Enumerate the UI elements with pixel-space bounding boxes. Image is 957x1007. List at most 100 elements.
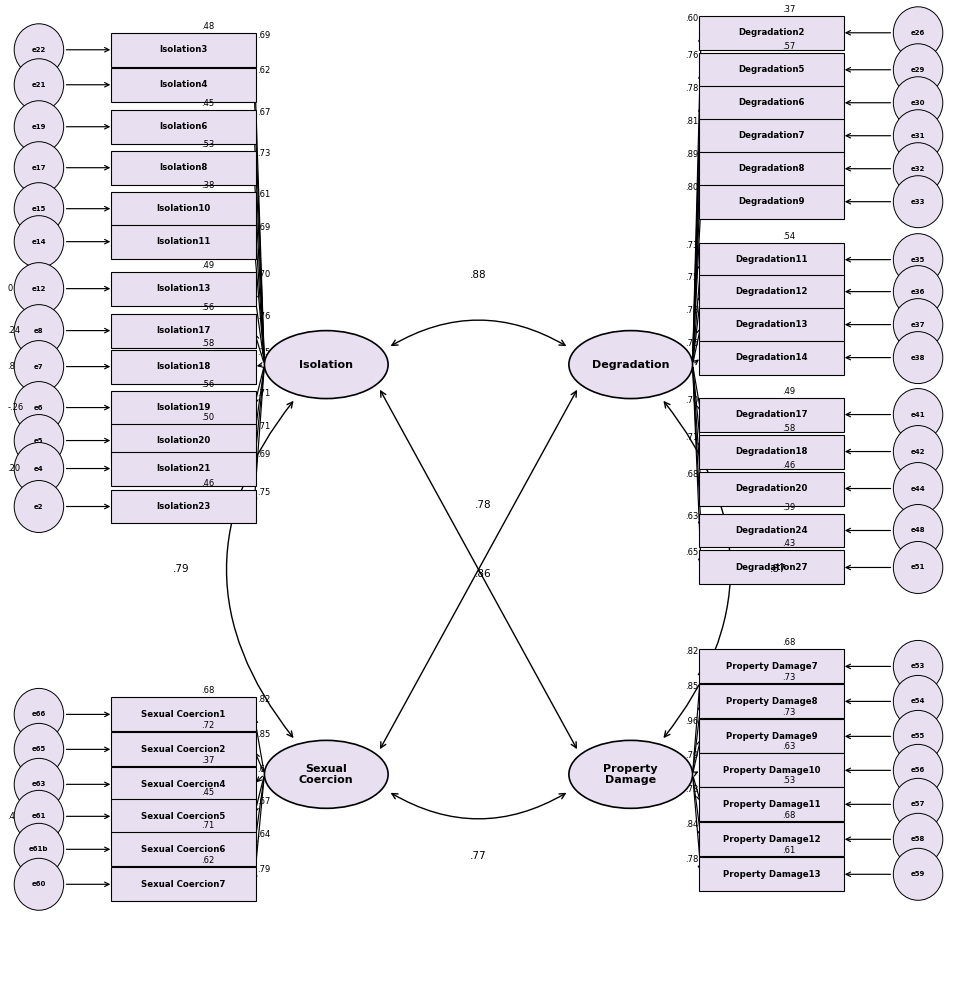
Text: -.26: -.26	[8, 403, 24, 412]
Ellipse shape	[893, 299, 943, 350]
Text: .56: .56	[201, 303, 214, 311]
Ellipse shape	[893, 676, 943, 727]
Text: .62: .62	[201, 856, 214, 865]
Text: Degradation27: Degradation27	[735, 563, 808, 572]
Text: e2: e2	[34, 504, 44, 510]
Text: .86: .86	[475, 570, 492, 579]
FancyBboxPatch shape	[111, 272, 256, 306]
Ellipse shape	[14, 858, 64, 910]
Ellipse shape	[893, 110, 943, 162]
Text: e65: e65	[32, 746, 46, 752]
Text: .80: .80	[685, 182, 699, 191]
Ellipse shape	[14, 382, 64, 434]
Text: .60: .60	[685, 14, 699, 23]
FancyBboxPatch shape	[111, 225, 256, 259]
Text: e7: e7	[34, 364, 44, 370]
FancyBboxPatch shape	[700, 184, 844, 219]
Ellipse shape	[568, 330, 693, 399]
Text: .85: .85	[685, 683, 699, 692]
Text: Property Damage13: Property Damage13	[723, 870, 820, 879]
Ellipse shape	[264, 330, 389, 399]
Ellipse shape	[893, 710, 943, 762]
Text: e60: e60	[32, 881, 46, 887]
Ellipse shape	[14, 58, 64, 111]
Text: .46: .46	[782, 460, 795, 469]
Text: Isolation6: Isolation6	[160, 122, 208, 131]
Text: .43: .43	[782, 540, 795, 549]
Text: .62: .62	[256, 65, 270, 75]
Text: e29: e29	[911, 66, 925, 73]
FancyBboxPatch shape	[111, 391, 256, 425]
Text: Degradation6: Degradation6	[738, 99, 805, 107]
Text: e12: e12	[32, 286, 46, 292]
Text: .68: .68	[685, 469, 699, 478]
FancyBboxPatch shape	[700, 753, 844, 787]
Text: .84: .84	[685, 821, 699, 830]
Text: .68: .68	[782, 638, 795, 648]
Text: Degradation13: Degradation13	[735, 320, 808, 329]
FancyBboxPatch shape	[700, 471, 844, 506]
Text: .75: .75	[256, 347, 270, 356]
Text: 0: 0	[8, 284, 12, 293]
Text: e5: e5	[34, 438, 44, 443]
Text: e32: e32	[911, 166, 925, 172]
Text: .4: .4	[8, 812, 15, 821]
Text: e54: e54	[911, 699, 925, 705]
Text: Isolation3: Isolation3	[160, 45, 208, 54]
FancyBboxPatch shape	[700, 16, 844, 49]
Text: e55: e55	[911, 733, 925, 739]
Text: Degradation14: Degradation14	[735, 353, 808, 363]
Text: Isolation8: Isolation8	[160, 163, 208, 172]
Text: Property Damage12: Property Damage12	[723, 835, 820, 844]
Text: .69: .69	[256, 223, 270, 232]
Text: .56: .56	[201, 380, 214, 389]
Text: Property Damage11: Property Damage11	[723, 800, 820, 809]
Text: e4: e4	[34, 465, 44, 471]
Ellipse shape	[893, 77, 943, 129]
FancyBboxPatch shape	[111, 800, 256, 834]
Text: e35: e35	[911, 257, 925, 263]
Text: .82: .82	[256, 696, 270, 704]
FancyBboxPatch shape	[700, 551, 844, 584]
Text: .45: .45	[201, 99, 214, 108]
Ellipse shape	[893, 234, 943, 286]
Text: e61b: e61b	[29, 846, 49, 852]
Text: .72: .72	[201, 721, 214, 730]
Text: .73: .73	[256, 149, 270, 158]
Text: Degradation11: Degradation11	[735, 255, 808, 264]
Text: Sexual Coercion4: Sexual Coercion4	[142, 779, 226, 788]
Text: Isolation11: Isolation11	[156, 238, 211, 246]
Text: e59: e59	[911, 871, 925, 877]
Text: .79: .79	[256, 865, 270, 874]
Text: .61: .61	[256, 189, 270, 198]
Text: e44: e44	[911, 485, 925, 491]
Text: e42: e42	[911, 448, 925, 454]
FancyBboxPatch shape	[111, 33, 256, 66]
Ellipse shape	[893, 426, 943, 477]
Ellipse shape	[14, 480, 64, 533]
Text: Degradation: Degradation	[592, 359, 670, 370]
Text: .48: .48	[201, 22, 214, 31]
Text: .75: .75	[256, 487, 270, 496]
FancyBboxPatch shape	[111, 867, 256, 901]
FancyBboxPatch shape	[111, 151, 256, 184]
Text: .69: .69	[256, 449, 270, 458]
Text: .24: .24	[8, 326, 21, 335]
Text: Degradation2: Degradation2	[738, 28, 805, 37]
Text: .77: .77	[470, 851, 487, 861]
Ellipse shape	[14, 415, 64, 466]
Ellipse shape	[14, 723, 64, 775]
Ellipse shape	[893, 43, 943, 96]
Text: Degradation5: Degradation5	[739, 65, 805, 75]
Text: e26: e26	[911, 30, 925, 36]
Text: .53: .53	[782, 776, 795, 785]
FancyBboxPatch shape	[700, 685, 844, 718]
Ellipse shape	[14, 24, 64, 76]
Ellipse shape	[893, 848, 943, 900]
FancyBboxPatch shape	[700, 86, 844, 120]
FancyBboxPatch shape	[111, 698, 256, 731]
Text: Degradation12: Degradation12	[735, 287, 808, 296]
Text: .73: .73	[782, 674, 795, 683]
Text: e61: e61	[32, 814, 46, 820]
FancyBboxPatch shape	[700, 398, 844, 432]
